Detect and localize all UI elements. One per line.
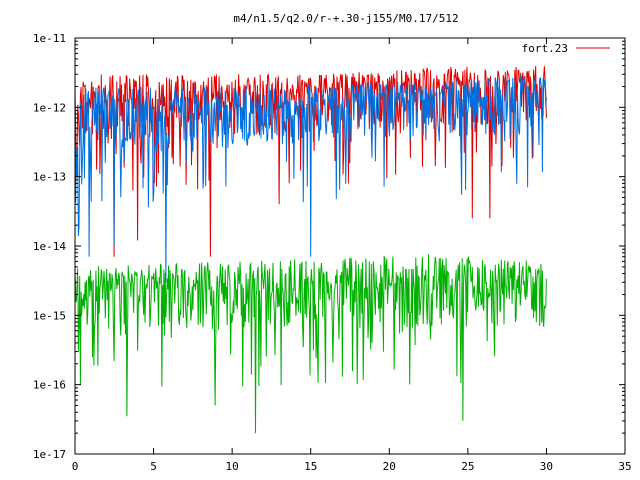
- x-tick-label: 0: [72, 460, 79, 473]
- y-tick-label: 1e-13: [33, 171, 66, 184]
- x-tick-label: 15: [304, 460, 317, 473]
- y-tick-label: 1e-17: [33, 448, 66, 461]
- legend-label: fort.23: [522, 42, 568, 55]
- chart-title: m4/n1.5/q2.0/r-+.30-j155/M0.17/512: [233, 12, 458, 25]
- x-tick-label: 10: [226, 460, 239, 473]
- x-tick-label: 5: [150, 460, 157, 473]
- axes-layer: 0 5 10 15 20 25 30 35 1e-17 1e-16 1e-15 1e-14 1e-13 1…: [33, 32, 632, 473]
- series-line-series-2: [74, 254, 547, 434]
- series-line-fort-23: [74, 65, 547, 257]
- x-tick-label: 20: [383, 460, 396, 473]
- y-tick-label: 1e-15: [33, 309, 66, 322]
- x-tick-label: 30: [540, 460, 553, 473]
- series-layer: [74, 65, 547, 434]
- x-tick-label: 25: [461, 460, 474, 473]
- y-tick-label: 1e-11: [33, 32, 66, 45]
- y-tick-label: 1e-14: [33, 240, 66, 253]
- legend: fort.23: [522, 42, 610, 55]
- y-tick-label: 1e-12: [33, 101, 66, 114]
- series-line-series-1: [74, 75, 547, 283]
- x-tick-label: 35: [618, 460, 631, 473]
- y-tick-label: 1e-16: [33, 379, 66, 392]
